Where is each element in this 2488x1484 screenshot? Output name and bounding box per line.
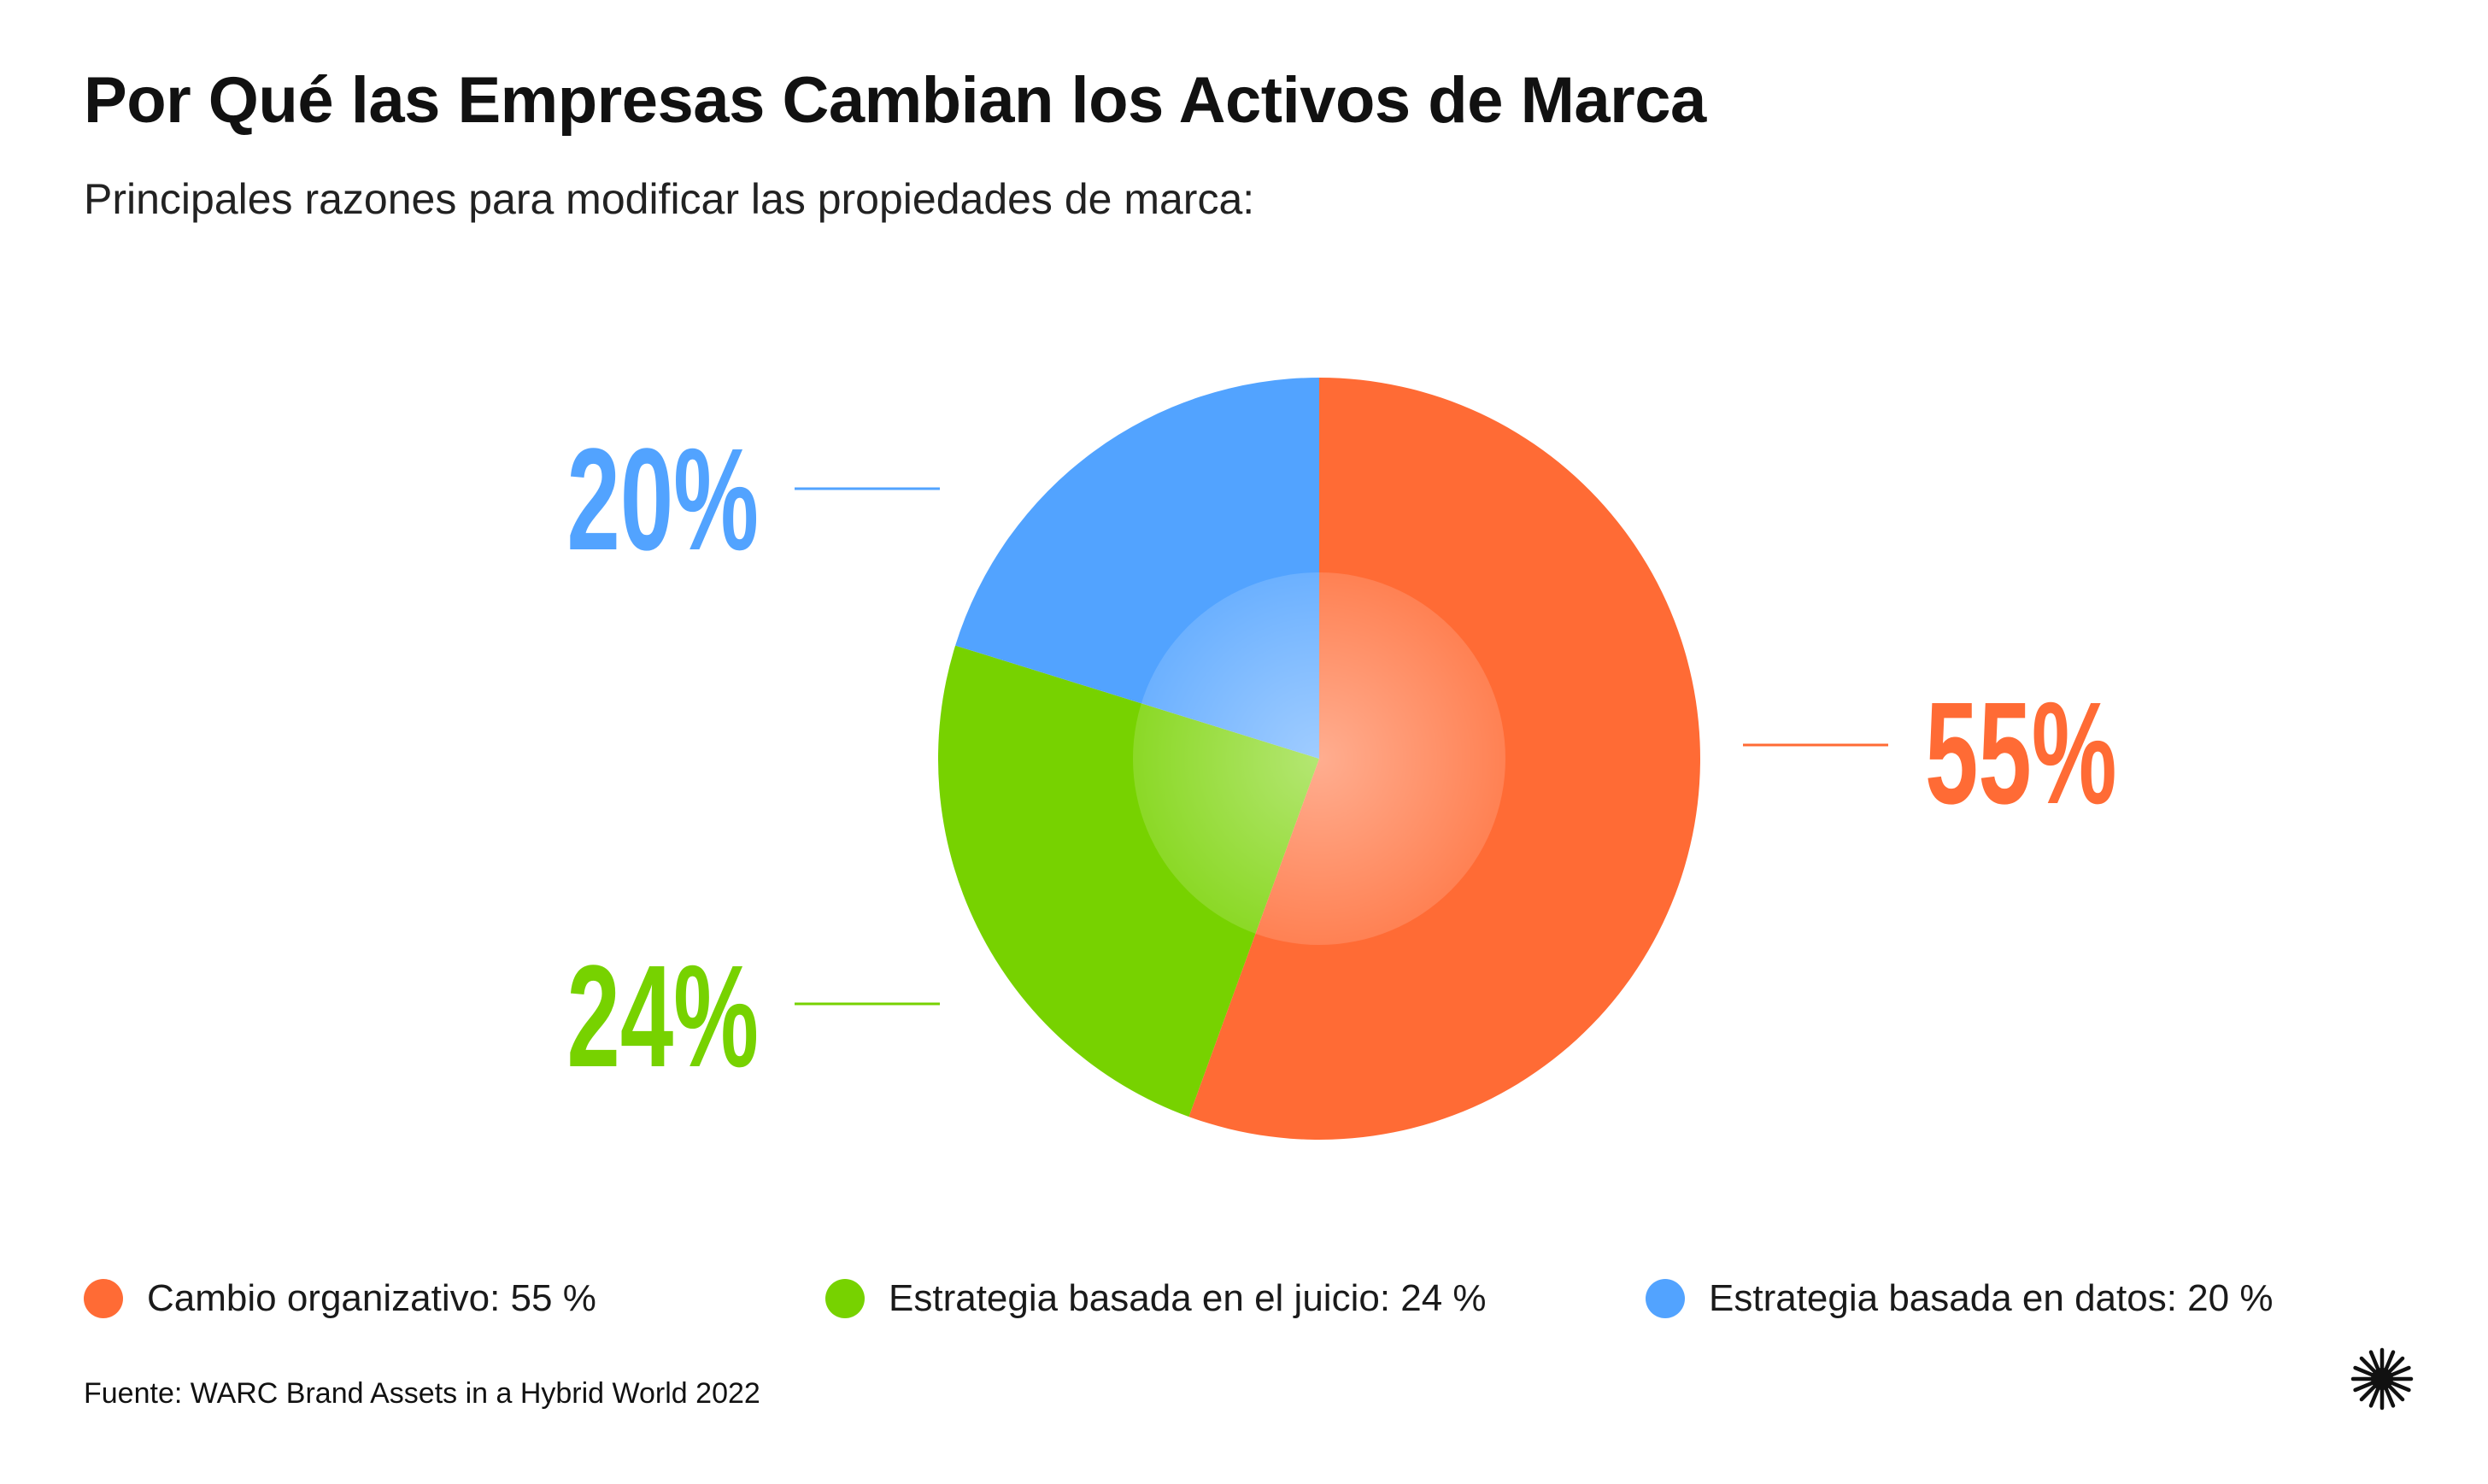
source-note: Fuente: WARC Brand Assets in a Hybrid Wo… bbox=[84, 1377, 760, 1410]
logo-ray bbox=[2368, 1350, 2381, 1374]
logo-ray bbox=[2359, 1356, 2379, 1375]
slice-label-estrategia-basada-en-datos: 20% bbox=[566, 419, 759, 581]
slice-label-estrategia-basada-en-el-juicio: 24% bbox=[566, 936, 759, 1098]
legend-item-cambio-organizativo: Cambio organizativo: 55 % bbox=[84, 1277, 596, 1320]
logo-ray bbox=[2387, 1365, 2411, 1378]
logo-ray bbox=[2385, 1356, 2405, 1375]
legend-dot-estrategia-datos bbox=[1646, 1279, 1685, 1318]
logo-ray bbox=[2353, 1380, 2377, 1393]
logo-ray bbox=[2385, 1382, 2405, 1402]
logo-ray bbox=[2383, 1350, 2396, 1374]
slice-label-cambio-organizativo: 55% bbox=[1925, 672, 2117, 835]
legend-dot-estrategia-juicio bbox=[825, 1279, 865, 1318]
logo-ray bbox=[2368, 1384, 2381, 1408]
slice-callouts: 55% 24% 20% bbox=[566, 419, 2116, 1098]
legend: Cambio organizativo: 55 % Estrategia bas… bbox=[0, 1277, 2488, 1329]
logo-ray bbox=[2383, 1384, 2396, 1408]
logo-ray bbox=[2359, 1382, 2379, 1402]
legend-label-estrategia-datos: Estrategia basada en datos: 20 % bbox=[1709, 1277, 2274, 1319]
logo-ray bbox=[2353, 1365, 2377, 1378]
starburst-icon bbox=[2350, 1347, 2414, 1411]
legend-item-estrategia-datos: Estrategia basada en datos: 20 % bbox=[1646, 1277, 2273, 1320]
legend-item-estrategia-juicio: Estrategia basada en el juicio: 24 % bbox=[825, 1277, 1487, 1320]
logo-ray bbox=[2387, 1380, 2411, 1393]
legend-label-cambio-organizativo: Cambio organizativo: 55 % bbox=[147, 1277, 596, 1319]
pie-center-highlight bbox=[1133, 572, 1505, 945]
legend-label-estrategia-juicio: Estrategia basada en el juicio: 24 % bbox=[889, 1277, 1487, 1319]
chart-title: Por Qué las Empresas Cambian los Activos… bbox=[84, 64, 1706, 137]
legend-dot-cambio-organizativo bbox=[84, 1279, 123, 1318]
chart-subtitle: Principales razones para modificar las p… bbox=[84, 175, 1255, 223]
